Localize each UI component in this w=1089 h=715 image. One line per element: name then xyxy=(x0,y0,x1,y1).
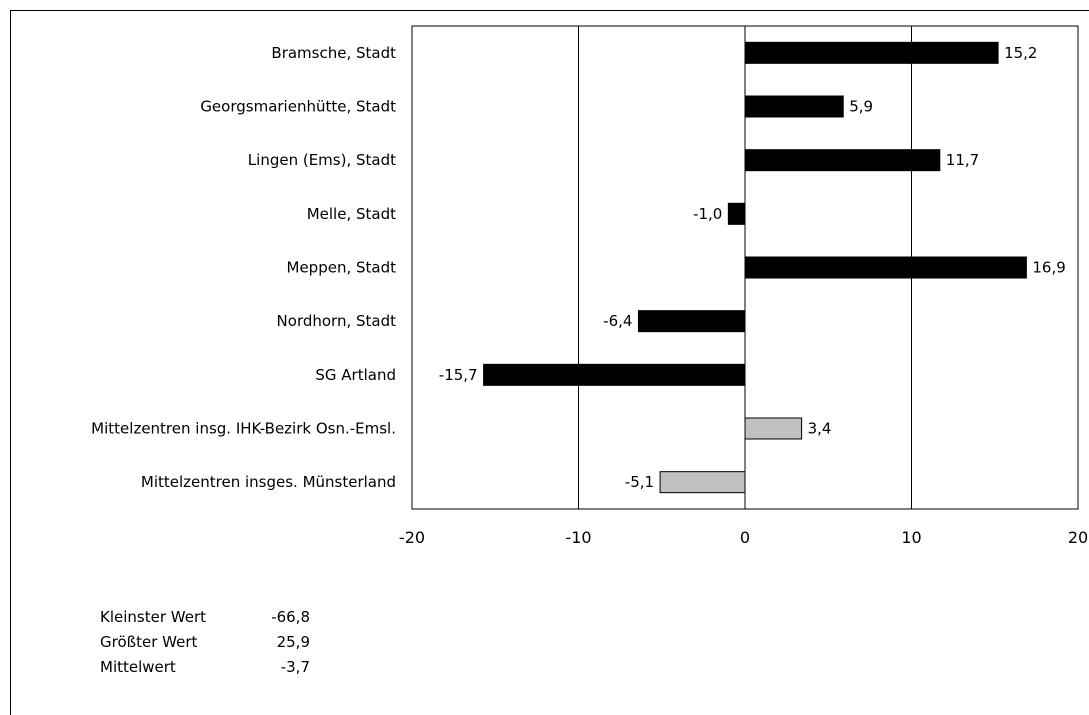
stat-row-max: Größter Wert 25,9 xyxy=(100,632,310,657)
category-label: Meppen, Stadt xyxy=(287,259,397,277)
stat-value: -3,7 xyxy=(280,658,310,676)
data-label: 16,9 xyxy=(1032,259,1065,277)
category-label: Mittelzentren insg. IHK-Bezirk Osn.-Emsl… xyxy=(91,420,396,438)
plot-area-border xyxy=(411,25,1079,510)
bar xyxy=(659,471,746,494)
stat-row-min: Kleinster Wert -66,8 xyxy=(100,607,310,632)
x-tick-label: -20 xyxy=(399,528,425,547)
data-label: -5,1 xyxy=(625,473,654,491)
category-label: SG Artland xyxy=(315,366,396,384)
category-label: Nordhorn, Stadt xyxy=(277,312,397,330)
data-label: 15,2 xyxy=(1004,44,1037,62)
data-label: -1,0 xyxy=(693,205,722,223)
bar xyxy=(744,256,1027,279)
bar xyxy=(744,149,941,172)
category-label: Mittelzentren insges. Münsterland xyxy=(141,473,396,491)
bar xyxy=(744,41,999,64)
bar xyxy=(483,363,746,386)
bar xyxy=(727,202,746,225)
data-label: 3,4 xyxy=(808,420,832,438)
stat-row-mean: Mittelwert -3,7 xyxy=(100,657,310,682)
stat-value: -66,8 xyxy=(271,608,310,626)
category-label: Lingen (Ems), Stadt xyxy=(248,151,396,169)
category-label: Melle, Stadt xyxy=(307,205,396,223)
bar xyxy=(637,310,746,333)
data-label: 5,9 xyxy=(849,98,873,116)
stats-table: Kleinster Wert -66,8 Größter Wert 25,9 M… xyxy=(100,607,310,682)
stat-value: 25,9 xyxy=(276,633,310,651)
bar xyxy=(744,417,803,440)
x-tick-label: -10 xyxy=(565,528,591,547)
x-tick-label: 0 xyxy=(740,528,750,547)
x-tick-label: 20 xyxy=(1068,528,1088,547)
stat-label: Größter Wert xyxy=(100,633,198,651)
stat-label: Mittelwert xyxy=(100,658,176,676)
data-label: -6,4 xyxy=(603,312,632,330)
category-label: Bramsche, Stadt xyxy=(271,44,396,62)
x-tick-label: 10 xyxy=(901,528,921,547)
stat-label: Kleinster Wert xyxy=(100,608,206,626)
data-label: 11,7 xyxy=(946,151,979,169)
chart-frame xyxy=(10,10,1089,715)
bar xyxy=(744,95,844,118)
data-label: -15,7 xyxy=(439,366,478,384)
category-label: Georgsmarienhütte, Stadt xyxy=(200,98,396,116)
